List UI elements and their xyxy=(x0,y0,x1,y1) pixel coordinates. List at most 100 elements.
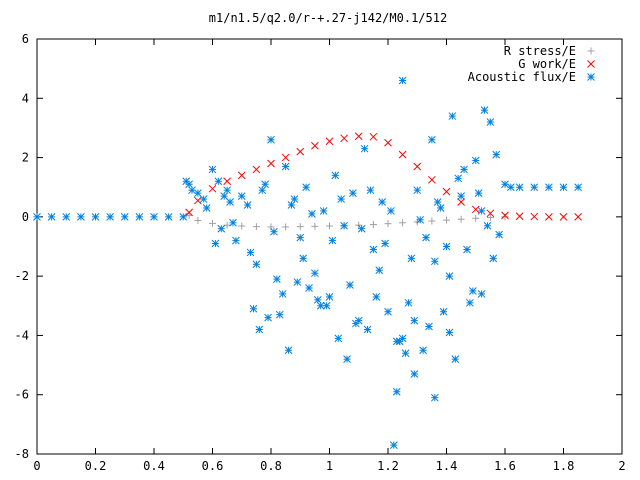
data-point xyxy=(492,150,501,159)
data-point xyxy=(398,334,407,343)
data-point xyxy=(293,278,302,286)
data-point xyxy=(354,132,363,141)
data-point xyxy=(302,183,310,192)
data-point xyxy=(164,213,173,221)
data-point xyxy=(559,213,568,221)
data-point xyxy=(530,212,539,221)
data-point xyxy=(468,287,477,295)
y-tick-label: -6 xyxy=(15,388,29,402)
data-point xyxy=(472,214,480,222)
data-point xyxy=(466,298,474,307)
data-point xyxy=(202,204,211,212)
data-point xyxy=(495,230,504,239)
data-point xyxy=(477,207,486,215)
data-point xyxy=(243,201,252,209)
data-point xyxy=(451,355,460,363)
data-point xyxy=(264,313,272,322)
axes: 0 0.2 0.4 0.6 0.8 1 1.2 1.4 1.6 1.8 2 -8 -6 -4 -2 0 2 4 6 xyxy=(15,32,626,473)
data-point xyxy=(308,210,316,218)
data-point xyxy=(237,171,246,180)
data-point xyxy=(282,223,290,231)
chart-title: m1/n1.5/q2.0/r-+.27-j142/M0.1/512 xyxy=(209,11,447,25)
data-point xyxy=(340,134,348,143)
data-point xyxy=(486,118,495,126)
data-point xyxy=(387,207,395,215)
data-point xyxy=(366,186,375,195)
data-point xyxy=(471,156,480,165)
data-point xyxy=(439,307,448,316)
data-point xyxy=(454,174,463,183)
data-point xyxy=(445,328,454,337)
x-tick-label: 0.8 xyxy=(260,459,282,473)
data-point xyxy=(346,281,354,289)
data-point xyxy=(442,242,451,251)
x-tick-label: 2 xyxy=(618,459,625,473)
y-tick-label: 0 xyxy=(22,210,29,224)
data-point xyxy=(267,159,275,168)
data-point xyxy=(296,147,305,156)
data-point xyxy=(343,355,351,363)
y-tick-label: -8 xyxy=(15,447,29,461)
data-point xyxy=(296,223,304,231)
data-point xyxy=(106,213,114,221)
data-point xyxy=(457,215,465,223)
data-point xyxy=(252,223,260,231)
data-point xyxy=(284,346,293,355)
data-point xyxy=(226,198,234,206)
data-point xyxy=(574,213,582,221)
data-point xyxy=(214,177,223,186)
data-point xyxy=(425,322,433,331)
data-point xyxy=(325,293,334,301)
x-tick-label: 0 xyxy=(33,459,40,473)
x-tick-label: 1.2 xyxy=(377,459,399,473)
data-point xyxy=(272,275,281,283)
legend-marker xyxy=(587,73,595,81)
data-point xyxy=(194,216,202,224)
data-point xyxy=(463,245,471,254)
data-point xyxy=(419,346,427,355)
data-point xyxy=(237,192,246,200)
data-point xyxy=(281,162,290,171)
data-point xyxy=(486,213,494,221)
data-point xyxy=(287,201,296,209)
data-point xyxy=(457,192,465,200)
data-point xyxy=(428,217,436,225)
data-point xyxy=(232,236,240,245)
data-point xyxy=(135,213,144,221)
legend-marker xyxy=(587,47,595,55)
data-point xyxy=(501,213,509,221)
data-point xyxy=(413,186,422,195)
legend-label: G work/E xyxy=(518,57,576,71)
data-point xyxy=(443,216,450,224)
data-point xyxy=(316,301,325,310)
y-tick-label: 4 xyxy=(22,91,29,105)
data-point xyxy=(313,296,322,304)
data-point xyxy=(428,175,436,184)
data-point xyxy=(258,186,267,195)
data-point xyxy=(47,213,56,221)
x-tick-label: 1.8 xyxy=(553,459,575,473)
data-point xyxy=(275,310,284,319)
data-point xyxy=(208,165,217,174)
data-point xyxy=(413,162,422,171)
data-point xyxy=(433,198,442,206)
data-point xyxy=(360,144,369,153)
data-point xyxy=(384,220,392,228)
data-point xyxy=(506,183,515,192)
data-point xyxy=(246,248,255,257)
data-point xyxy=(334,334,343,343)
data-point xyxy=(460,165,468,174)
x-tick-label: 0.6 xyxy=(202,459,224,473)
data-point xyxy=(559,183,568,192)
data-point xyxy=(217,224,226,233)
data-point xyxy=(252,260,261,269)
data-point xyxy=(150,213,158,221)
data-point xyxy=(545,213,553,221)
data-point xyxy=(448,112,457,120)
data-point xyxy=(369,245,378,254)
data-point xyxy=(252,165,261,174)
data-point xyxy=(399,219,407,227)
data-point xyxy=(442,187,451,196)
data-point xyxy=(211,239,220,248)
